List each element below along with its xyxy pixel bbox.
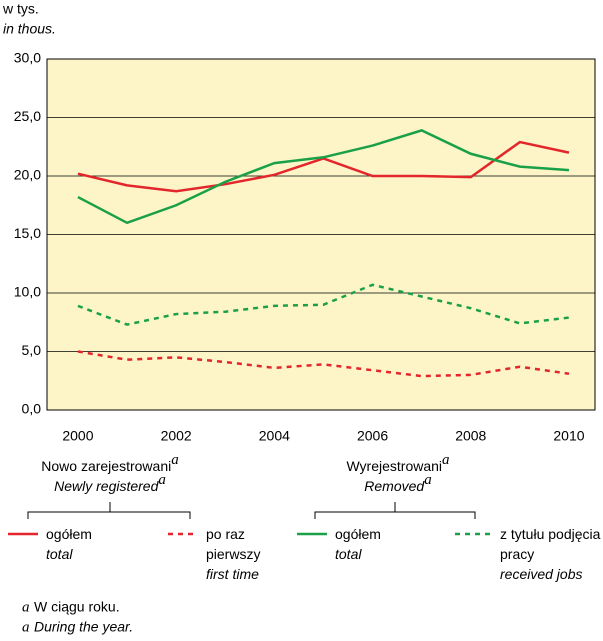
legend-group-title-text: Nowo zarejestrowani: [41, 458, 171, 474]
legend-label: ogółem: [46, 526, 92, 542]
legend-group-title-en: Removeda: [364, 472, 431, 493]
x-tick-label: 2008: [455, 428, 486, 444]
footnote-marker: a: [424, 472, 432, 488]
legend-group-title: Wyrejestrowania: [346, 452, 449, 473]
bracket: [27, 502, 476, 519]
legend-group-title-en-text: Removed: [364, 478, 425, 494]
y-tick-label: 10,0: [14, 284, 41, 300]
plot-border: [46, 58, 596, 411]
footnote-marker: a: [171, 452, 179, 468]
legend-item: ogółem total: [46, 524, 146, 564]
legend-label: z tytułu podjęcia pracy: [500, 526, 601, 562]
footnote-marker: a: [158, 472, 166, 488]
y-tick-label: 20,0: [14, 167, 41, 183]
series-line: [77, 129, 570, 225]
footnote-marker: a: [22, 619, 30, 635]
legend-group-title: Nowo zarejestrowania: [41, 452, 178, 473]
x-tick-label: 2010: [553, 428, 584, 444]
legend-item: po raz pierwszy first time: [206, 524, 272, 584]
legend-label: po raz pierwszy: [206, 526, 261, 562]
unit-label: w tys.: [2, 1, 39, 17]
footnote-marker: a: [22, 599, 30, 615]
legend-label-en: total: [335, 546, 362, 562]
legend-group-title-en-text: Newly registered: [54, 478, 159, 494]
legend-label-en: first time: [206, 566, 259, 582]
x-tick-label: 2002: [161, 428, 192, 444]
footnote-en: During the year.: [34, 619, 133, 635]
y-tick-label: 30,0: [14, 50, 41, 66]
legend-label-en: total: [46, 546, 73, 562]
legend-item: z tytułu podjęcia pracy received jobs: [500, 524, 603, 584]
series-line: [77, 350, 570, 378]
legend-label: ogółem: [335, 526, 381, 542]
y-tick-label: 5,0: [22, 342, 42, 358]
x-tick-label: 2000: [62, 428, 93, 444]
legend-group-title-text: Wyrejestrowani: [346, 458, 442, 474]
footnote-marker: a: [442, 452, 450, 468]
x-tick-label: 2004: [259, 428, 290, 444]
unit-label-en: in thous.: [3, 21, 56, 37]
footnote: W ciągu roku.: [34, 599, 120, 615]
legend-item: ogółem total: [335, 524, 435, 564]
legend-group-title-en: Newly registereda: [54, 472, 166, 493]
y-tick-label: 0,0: [22, 401, 42, 417]
x-tick-label: 2006: [357, 428, 388, 444]
y-tick-label: 15,0: [14, 225, 41, 241]
series-line: [77, 283, 570, 326]
y-tick-label: 25,0: [14, 108, 41, 124]
legend-label-en: received jobs: [500, 566, 583, 582]
